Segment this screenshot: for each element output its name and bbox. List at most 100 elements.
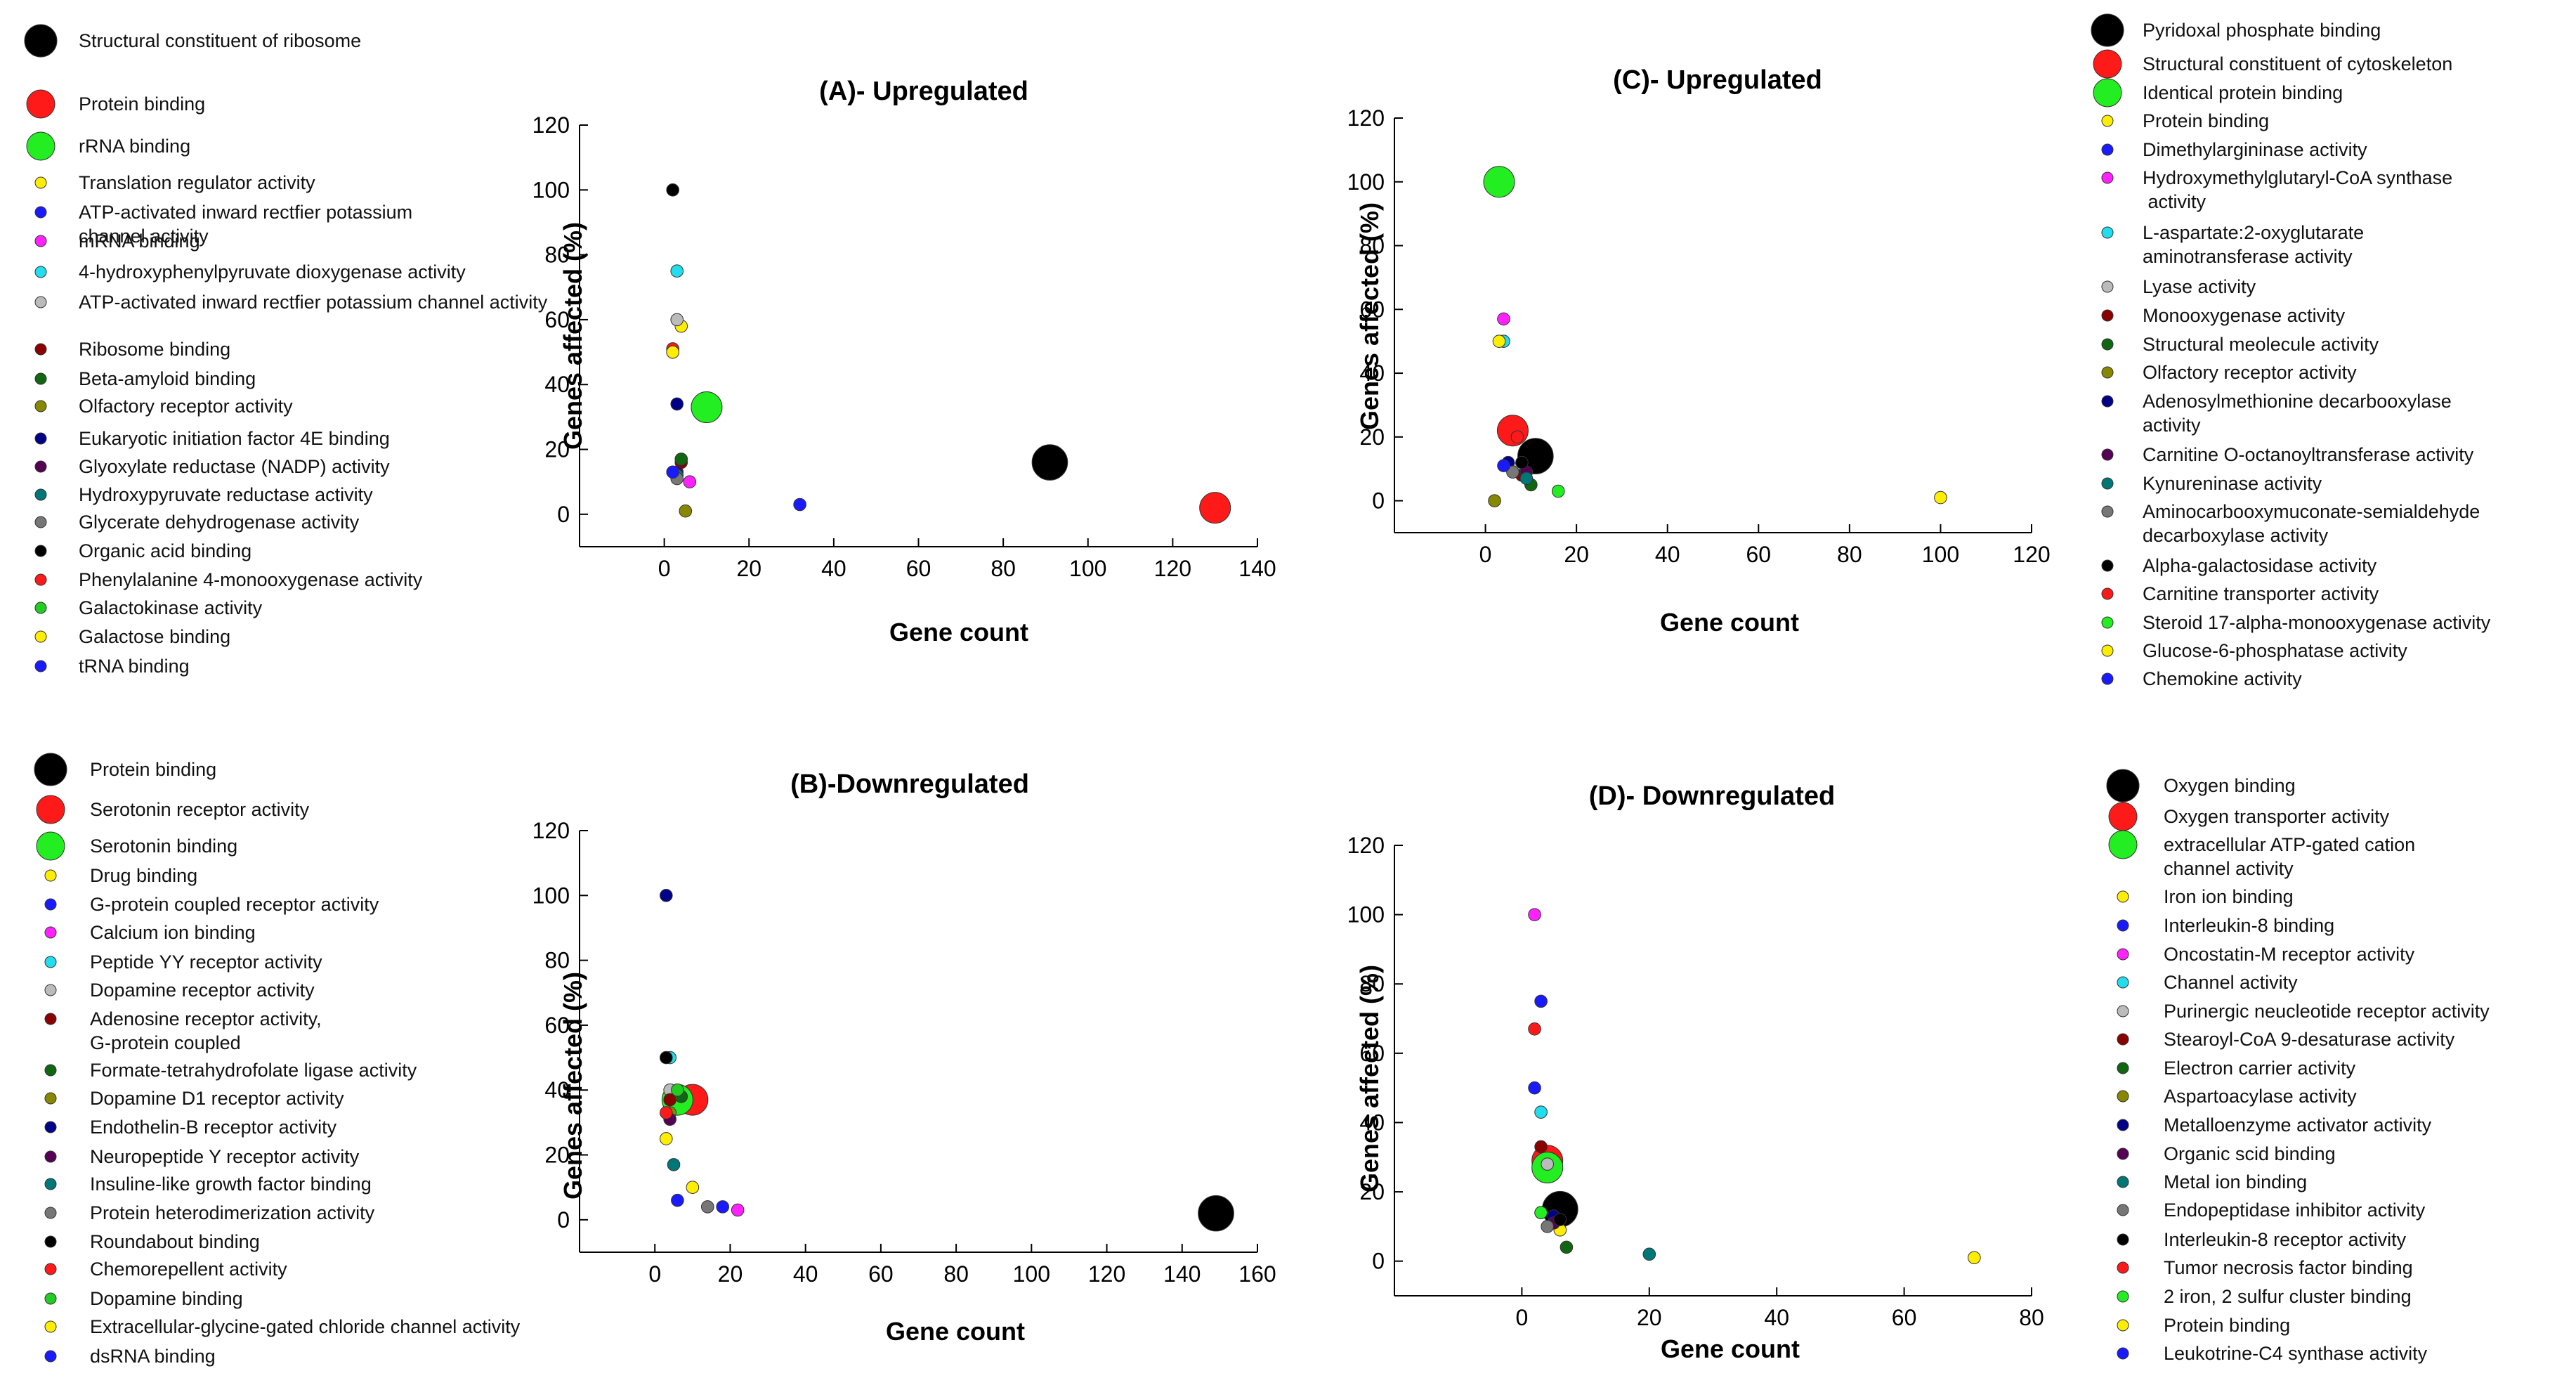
legend-entry: Carnitine transporter activity [2143, 583, 2379, 604]
data-point-endopeptidase-inhibitor-activity[interactable] [1541, 1220, 1554, 1233]
data-point-rrna-binding[interactable] [691, 391, 723, 424]
x-tick-label: 40 [1764, 1305, 1789, 1330]
legend-entry: tRNA binding [79, 656, 190, 677]
data-point-chemokine-activity[interactable] [1497, 459, 1510, 472]
legend-entry: 2 iron, 2 sulfur cluster binding [2164, 1286, 2412, 1307]
data-point-protein-binding[interactable] [1199, 492, 1231, 524]
legend-marker [44, 1092, 57, 1105]
data-point-electron-carrier-activity[interactable] [1560, 1240, 1574, 1254]
legend-marker [2117, 948, 2129, 961]
data-point-olfactory-receptor-activity[interactable] [679, 504, 693, 518]
data-point-steroid-17-alpha-monooxygenase-activity[interactable] [1551, 484, 1565, 498]
legend-marker [34, 516, 47, 528]
legend-entry: Structural constituent of ribosome [79, 30, 361, 51]
legend-marker [34, 573, 47, 586]
legend-entry: mRNA binding [79, 230, 200, 252]
data-point-oncostatin-m-receptor-activity[interactable] [1528, 908, 1541, 921]
data-point-protein-binding[interactable] [1198, 1195, 1234, 1232]
legend-entry: Steroid 17-alpha-monooxygenase activity [2143, 612, 2491, 633]
legend-entry: Translation regulator activity [79, 172, 315, 193]
legend-entry: Neuropeptide Y receptor activity [90, 1146, 360, 1167]
x-tick-label: 80 [1837, 542, 1862, 567]
data-point-drug-binding[interactable] [686, 1181, 700, 1194]
data-point-extracellular-glycine-gated-chloride-channel-activity[interactable] [660, 1132, 673, 1145]
data-point-4-hydroxyphenylpyruvate-dioxygenase-activity[interactable] [670, 264, 684, 278]
legend-marker [34, 372, 47, 385]
legend-marker [2101, 226, 2114, 239]
y-axis-label: Genes affected (%) [558, 972, 587, 1200]
data-point-2-iron-2-sulfur-cluster-binding[interactable] [1534, 1206, 1548, 1219]
data-point-protein-binding[interactable] [1934, 490, 1947, 505]
data-point-channel-activity[interactable] [1534, 1105, 1548, 1119]
legend-marker [2117, 1062, 2129, 1074]
legend-entry: Metal ion binding [2164, 1171, 2307, 1192]
data-point-atp-activated-inward-rectfier-potassium-channel-activity[interactable] [670, 313, 684, 327]
legend-marker [34, 343, 47, 356]
legend-marker [2101, 559, 2114, 572]
x-tick-label: 0 [648, 1261, 661, 1287]
data-point-kynureninase-activity[interactable] [1519, 472, 1534, 486]
legend-entry: Hydroxymethylglutaryl-CoA synthase activ… [2143, 167, 2452, 212]
data-point-carnitine-transporter-activity[interactable] [1510, 430, 1524, 444]
y-tick-label: 120 [532, 112, 570, 138]
data-point-alpha-galactosidase-activity[interactable] [1515, 455, 1529, 469]
data-point-metal-ion-binding[interactable] [1642, 1247, 1656, 1261]
data-point-dopamine-binding[interactable] [671, 1083, 684, 1097]
data-point-interleukin-8-receptor-activity[interactable] [1553, 1213, 1567, 1226]
data-point-glucose-6-phosphatase-activity[interactable] [1492, 334, 1506, 348]
legend-entry: ATP-activated inward rectfier potassium c… [79, 202, 412, 247]
x-axis-label: Gene count [886, 1317, 1025, 1346]
legend-marker [2101, 587, 2114, 600]
legend-entry: Dopamine binding [90, 1288, 243, 1309]
legend-entry: Dimethylargininase activity [2143, 139, 2367, 160]
data-point-identical-protein-binding[interactable] [1483, 166, 1515, 198]
data-point-structural-constituent-of-ribosome[interactable] [1031, 444, 1068, 481]
data-point-molecular-function[interactable] [793, 498, 806, 512]
data-point-interleukin-8-binding[interactable] [1534, 994, 1548, 1008]
y-tick-label: 80 [1359, 971, 1385, 996]
data-point-calcium-ion-binding[interactable] [731, 1203, 745, 1217]
data-point-dsrna-binding[interactable] [671, 1193, 684, 1207]
legend-entry: Electron carrier activity [2164, 1058, 2356, 1079]
legend-marker [2117, 1204, 2129, 1216]
legend-entry: Olfactory receptor activity [79, 396, 293, 417]
legend-entry: Carnitine O-octanoyltransferase activity [2143, 444, 2474, 465]
legend-marker [2117, 1090, 2129, 1103]
legend-entry: Serotonin binding [90, 836, 237, 857]
legend-marker [2101, 505, 2114, 518]
data-point-chemorepellent-activity[interactable] [660, 1106, 673, 1119]
data-point-stearoyl-coa-9-desaturase-activity[interactable] [1534, 1140, 1548, 1154]
legend-marker [34, 296, 47, 308]
data-point-roundabout-binding[interactable] [660, 1051, 673, 1065]
data-point-endothelin-b-receptor-activity[interactable] [660, 889, 673, 902]
legend-marker [2108, 830, 2138, 859]
legend-marker [44, 1064, 57, 1077]
data-point-eukaryotic-initiation-factor-4e-binding[interactable] [670, 397, 684, 411]
data-point-protein-heterodimerization-activity[interactable] [700, 1200, 714, 1214]
legend-marker [34, 235, 47, 247]
data-point-organic-acid-binding[interactable] [666, 183, 679, 197]
y-tick-label: 80 [544, 242, 570, 268]
legend-marker [44, 1292, 57, 1305]
legend-marker [34, 432, 47, 445]
y-tick-label: 80 [544, 948, 570, 973]
legend-entry: Dopamine receptor activity [90, 980, 315, 1001]
data-point-leukotrine-c4-synthase-activity[interactable] [1528, 1081, 1541, 1095]
data-point-hydroxymethylglutaryl-coa-synthase-activity[interactable] [1497, 312, 1510, 326]
data-point-aminocarbooxymuconate-semialdehyde-decarboxylase-activity[interactable] [1506, 465, 1519, 479]
data-point-galactose-binding[interactable] [666, 345, 679, 359]
legend-marker [34, 630, 47, 643]
data-point-beta-amyloid-binding[interactable] [674, 453, 688, 466]
data-point-trna-binding[interactable] [666, 465, 679, 479]
panel-d: 0 20 40 60 80 100 120 0 20 40 60 80 (D)- Downregulat… [1347, 769, 2490, 1364]
data-point-g-protein-coupled-receptor-activity[interactable] [716, 1200, 730, 1214]
data-point-purinergic-neucleotide-receptor-activity[interactable] [1541, 1157, 1554, 1171]
y-tick-label: 120 [1347, 105, 1385, 131]
data-point-tumor-necrosis-factor-binding[interactable] [1528, 1022, 1541, 1036]
legend-marker [26, 131, 55, 161]
x-tick-label: 20 [736, 556, 761, 581]
data-point-olfactory-receptor-activity[interactable] [1488, 494, 1501, 507]
data-point-protein-binding[interactable] [1968, 1251, 1981, 1265]
data-point-insuline-like-growth-factor-binding[interactable] [667, 1158, 681, 1171]
data-point-mrna-binding[interactable] [683, 475, 697, 488]
